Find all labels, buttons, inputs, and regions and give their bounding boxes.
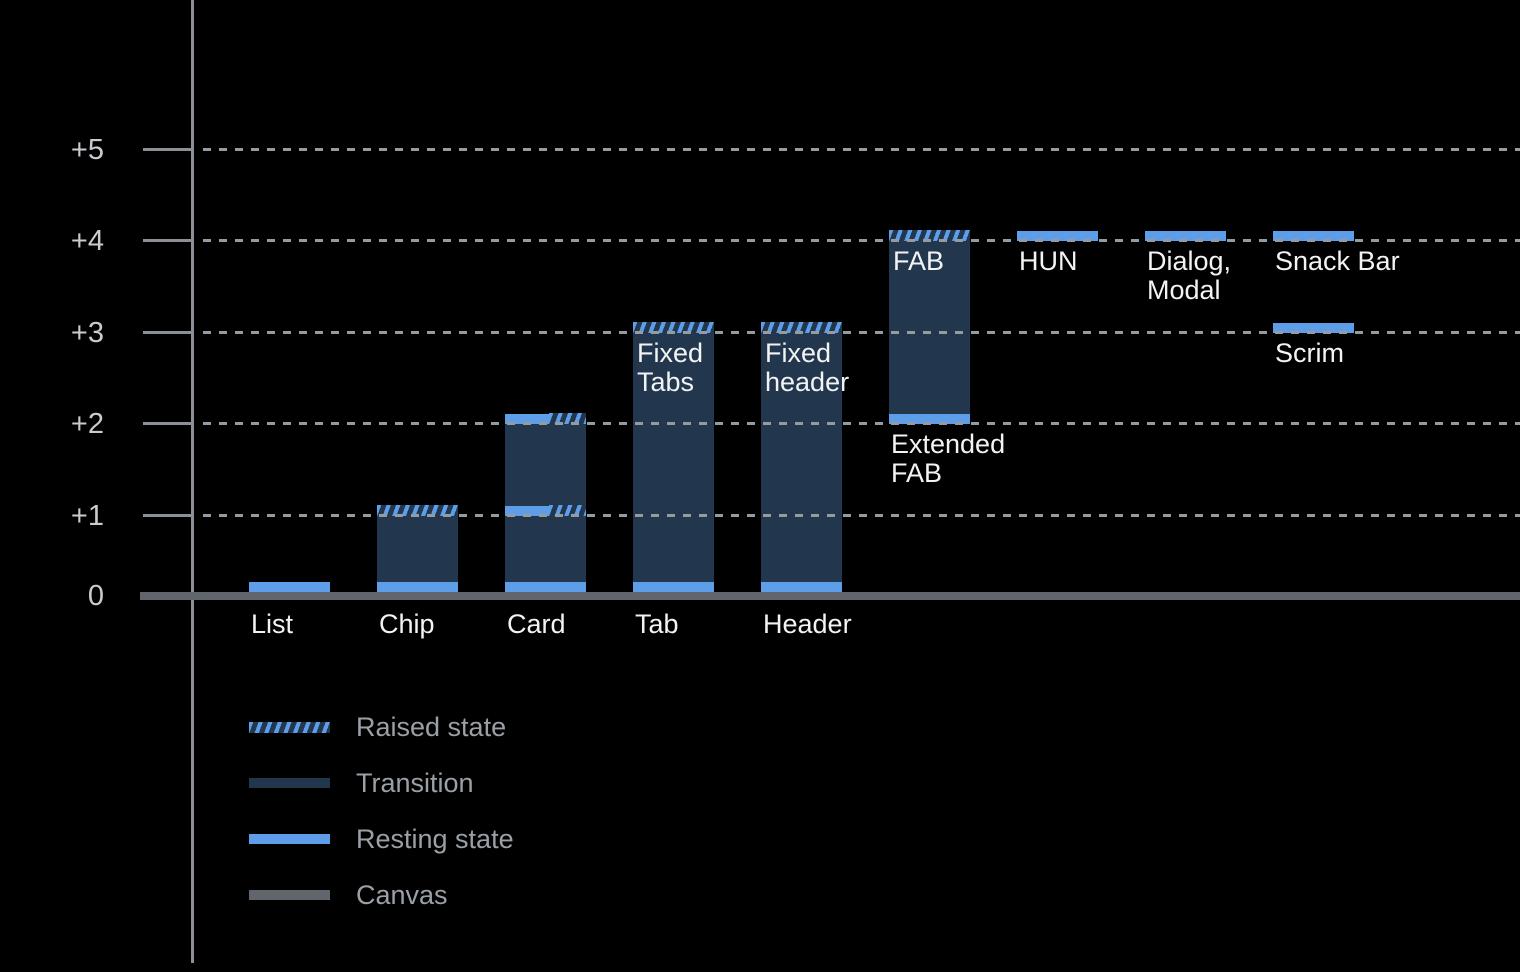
y-axis-line xyxy=(191,0,194,963)
strip-resting-extended-fab xyxy=(889,414,970,424)
bar-inner-label-extended-fab: FAB xyxy=(893,246,945,276)
strip-raised-card xyxy=(549,505,586,516)
legend-label: Raised state xyxy=(356,711,507,742)
strip-resting-card xyxy=(505,414,549,424)
strip-raised-extended-fab xyxy=(889,230,970,241)
y-gridline xyxy=(203,239,1520,242)
bar-label-list: List xyxy=(251,609,294,639)
legend-label: Canvas xyxy=(356,879,448,910)
bar-label-card: Card xyxy=(507,609,566,639)
strip-raised-chip xyxy=(377,505,458,516)
y-axis-label: +3 xyxy=(70,317,104,349)
strip-resting-chip xyxy=(377,582,458,592)
bar-body-extended-fab xyxy=(889,241,970,414)
bar-inner-label-header: Fixed xyxy=(765,338,832,368)
y-gridline xyxy=(203,422,1520,425)
strip-resting-list xyxy=(249,582,330,592)
bar-label-chip: Chip xyxy=(379,609,435,639)
strip-resting-scrim xyxy=(1273,323,1354,333)
y-gridline xyxy=(203,331,1520,334)
y-axis-tick xyxy=(143,148,192,151)
legend-swatch-transition xyxy=(249,778,330,788)
bar-label-dialog-modal: Modal xyxy=(1147,275,1221,305)
bar-body-card xyxy=(505,424,586,582)
bar-label-hun: HUN xyxy=(1019,246,1078,276)
legend-swatch-canvas xyxy=(249,890,330,900)
legend-row-transition: Transition xyxy=(249,767,474,799)
bar-inner-label-tab: Fixed xyxy=(637,338,704,368)
bar-label-dialog-modal: Dialog, xyxy=(1147,246,1232,276)
legend-swatch-resting xyxy=(249,834,330,844)
strip-raised-header xyxy=(761,322,842,333)
bar-label-snack-bar: Snack Bar xyxy=(1275,246,1400,276)
strip-resting-tab xyxy=(633,582,714,592)
strip-resting-snack-bar xyxy=(1273,231,1354,241)
y-axis-label: +2 xyxy=(70,408,104,440)
legend-row-resting: Resting state xyxy=(249,823,514,855)
y-axis-tick xyxy=(143,239,192,242)
canvas-baseline xyxy=(140,592,1520,600)
legend-label: Resting state xyxy=(356,823,514,854)
bar-body-header xyxy=(761,333,842,582)
strip-raised-tab xyxy=(633,322,714,333)
legend-swatch-raised xyxy=(249,721,330,733)
y-axis-tick xyxy=(143,422,192,425)
legend-label: Transition xyxy=(356,767,474,798)
legend-row-canvas: Canvas xyxy=(249,879,448,911)
y-axis-label: 0 xyxy=(87,580,104,612)
strip-resting-dialog-modal xyxy=(1145,231,1226,241)
strip-resting-hun xyxy=(1017,231,1098,241)
y-gridline xyxy=(203,514,1520,517)
bar-inner-label-header: header xyxy=(765,367,850,397)
bar-label-tab: Tab xyxy=(635,609,679,639)
y-axis-label: +5 xyxy=(70,134,104,166)
bar-body-chip xyxy=(377,516,458,582)
strip-resting-card xyxy=(505,506,549,516)
y-gridline xyxy=(203,148,1520,151)
y-axis-label: +4 xyxy=(70,225,104,257)
bar-inner-label-tab: Tabs xyxy=(637,367,695,397)
strip-resting-card xyxy=(505,582,586,592)
strip-resting-header xyxy=(761,582,842,592)
bar-label-extended-fab: Extended xyxy=(891,429,1006,459)
bar-body-tab xyxy=(633,333,714,582)
bar-label-header: Header xyxy=(763,609,852,639)
bar-label-extended-fab: FAB xyxy=(891,458,943,488)
y-axis-label: +1 xyxy=(70,500,104,532)
legend-row-raised: Raised state xyxy=(249,711,506,743)
y-axis-tick xyxy=(143,331,192,334)
y-axis-tick xyxy=(143,514,192,517)
strip-raised-card xyxy=(549,413,586,424)
bar-label-scrim: Scrim xyxy=(1275,338,1344,368)
